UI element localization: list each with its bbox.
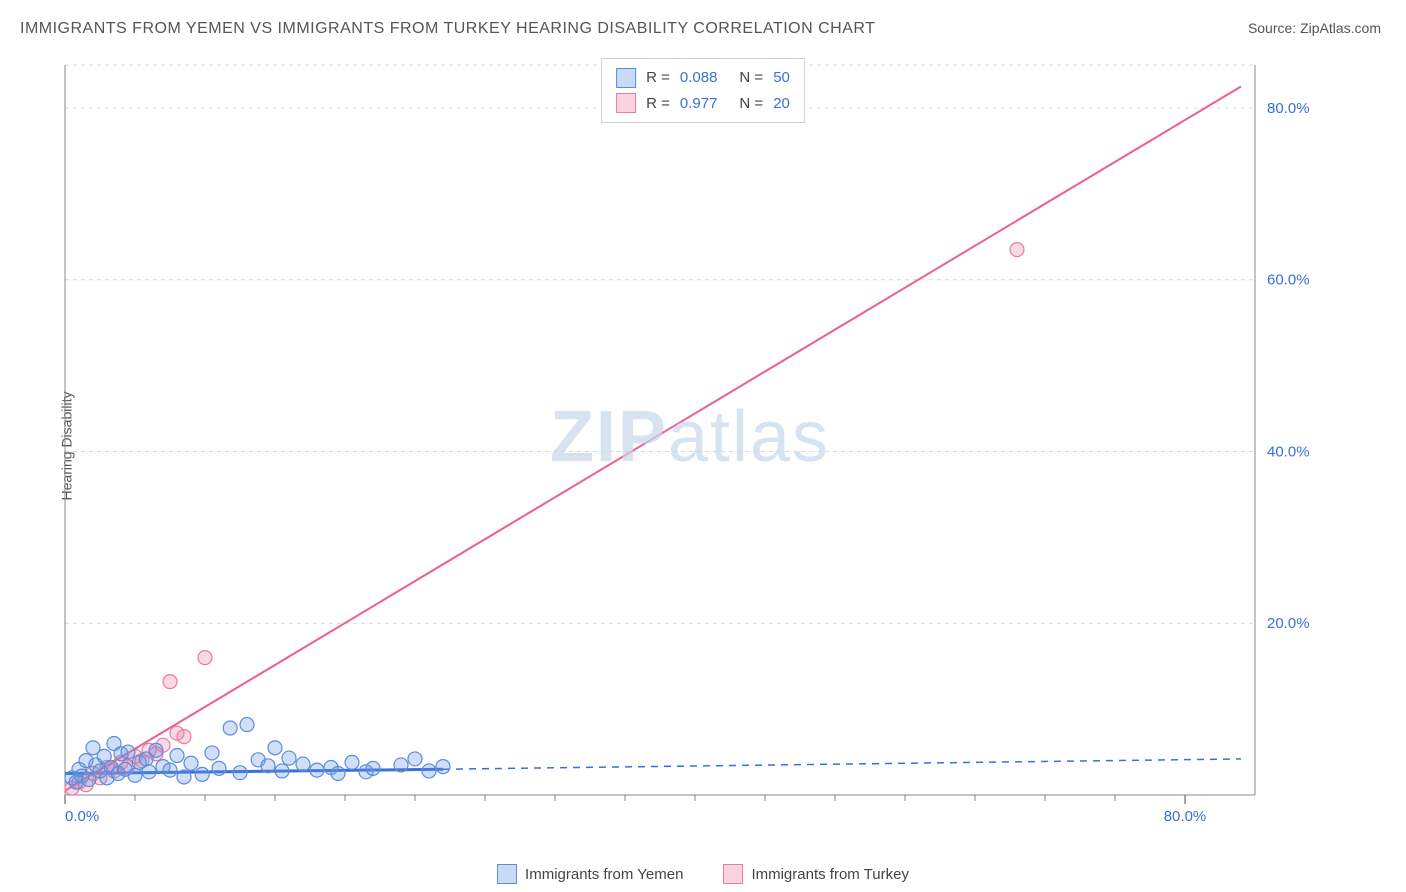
chart-title: IMMIGRANTS FROM YEMEN VS IMMIGRANTS FROM… bbox=[20, 20, 875, 38]
source-attribution: Source: ZipAtlas.com bbox=[1248, 20, 1381, 36]
svg-text:20.0%: 20.0% bbox=[1267, 615, 1310, 632]
legend-label-turkey: Immigrants from Turkey bbox=[751, 866, 909, 883]
legend-label-yemen: Immigrants from Yemen bbox=[525, 866, 683, 883]
svg-text:60.0%: 60.0% bbox=[1267, 272, 1310, 289]
r-value-yemen: 0.088 bbox=[680, 65, 718, 91]
chart-plot-area: ZIPatlas 0.0%80.0%20.0%40.0%60.0%80.0% bbox=[55, 55, 1325, 835]
swatch-blue-icon bbox=[497, 864, 517, 884]
legend-series-box: Immigrants from Yemen Immigrants from Tu… bbox=[497, 864, 909, 884]
svg-text:0.0%: 0.0% bbox=[65, 808, 99, 825]
swatch-blue-icon bbox=[616, 68, 636, 88]
legend-correlation-box: R = 0.088 N = 50 R = 0.977 N = 20 bbox=[601, 58, 805, 123]
legend-item-turkey: Immigrants from Turkey bbox=[723, 864, 909, 884]
svg-text:40.0%: 40.0% bbox=[1267, 443, 1310, 460]
n-value-yemen: 50 bbox=[773, 65, 790, 91]
svg-text:80.0%: 80.0% bbox=[1164, 808, 1207, 825]
r-value-turkey: 0.977 bbox=[680, 91, 718, 117]
legend-row-turkey: R = 0.977 N = 20 bbox=[616, 91, 790, 117]
svg-text:80.0%: 80.0% bbox=[1267, 100, 1310, 117]
legend-item-yemen: Immigrants from Yemen bbox=[497, 864, 683, 884]
swatch-pink-icon bbox=[616, 93, 636, 113]
n-value-turkey: 20 bbox=[773, 91, 790, 117]
swatch-pink-icon bbox=[723, 864, 743, 884]
scatter-chart-svg: 0.0% 80.0% 20.0% 40.0% 60.0% 80.0% bbox=[55, 55, 1325, 835]
legend-row-yemen: R = 0.088 N = 50 bbox=[616, 65, 790, 91]
